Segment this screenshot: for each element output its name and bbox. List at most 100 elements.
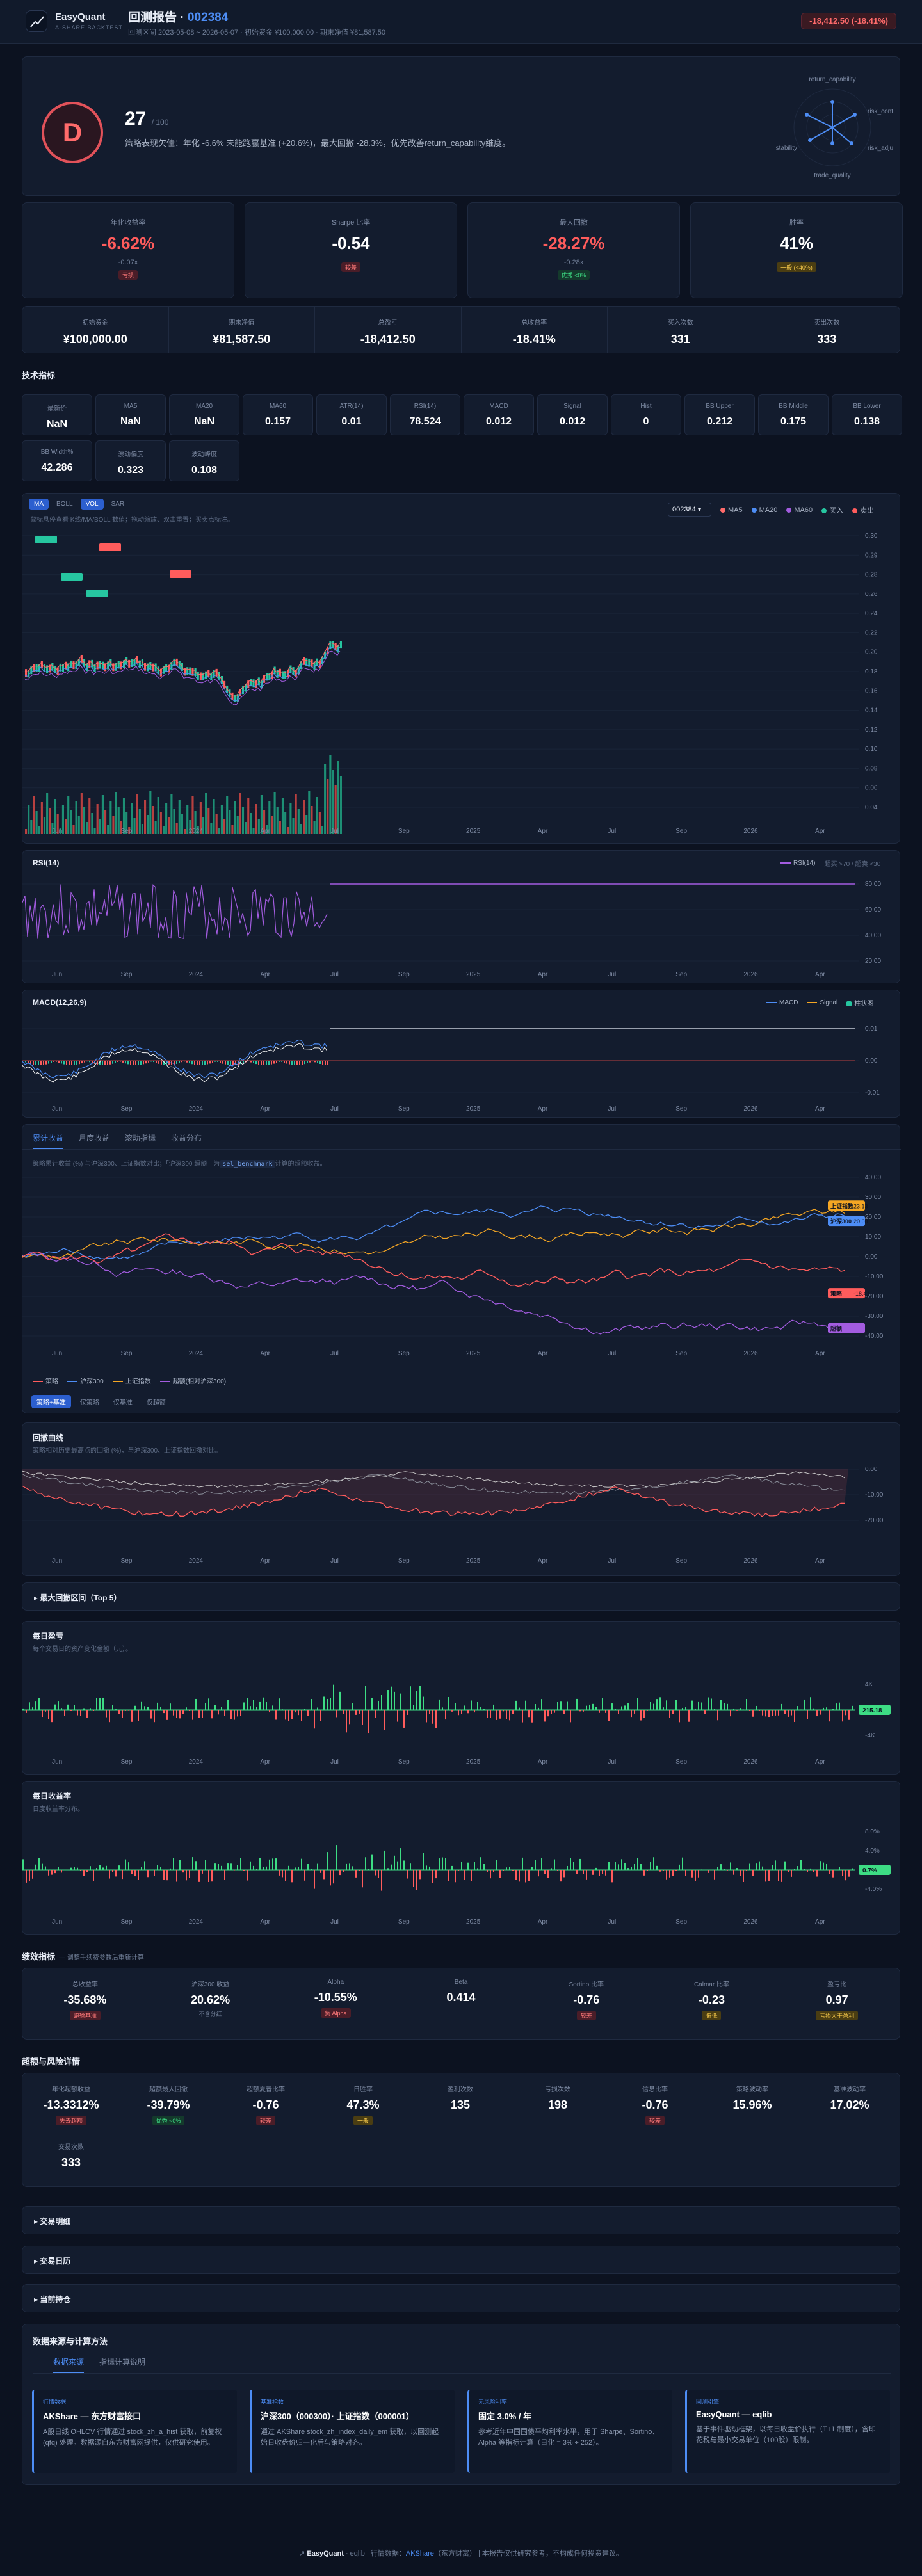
end-label-value: 23.13 xyxy=(853,1203,868,1209)
candle xyxy=(173,658,175,666)
daily-return-chart[interactable]: 8.0% 4.0% -4.0% 0.7% Jun Sep 2024 Apr Jul Sep 2025… xyxy=(22,1819,900,1934)
tab-rolling[interactable]: 滚动指标 xyxy=(125,1134,156,1143)
macd-hist-bar xyxy=(263,1061,264,1065)
symbol-select[interactable]: 002384 ▾ xyxy=(668,503,711,517)
tab-methods[interactable]: 指标计算说明 xyxy=(99,2358,146,2367)
tech-indicator: MA60 0.157 xyxy=(243,394,313,435)
volume-bar xyxy=(165,803,168,834)
legend-hist[interactable]: 柱状图 xyxy=(846,998,873,1008)
trades-toggle[interactable]: ▸ 交易明细 xyxy=(22,2206,900,2234)
risk-item: 年化超额收益 -13.3312% 失去超额 xyxy=(22,2073,120,2125)
candle xyxy=(67,663,70,672)
calendar-toggle[interactable]: ▸ 交易日历 xyxy=(22,2246,900,2274)
daily-bar xyxy=(182,1710,184,1714)
daily-bar xyxy=(407,1710,408,1715)
daily-bar xyxy=(794,1710,795,1723)
daily-bar xyxy=(74,1867,75,1870)
legend-buy[interactable]: 买入 xyxy=(821,505,843,515)
daily-bar xyxy=(487,1870,488,1872)
rsi-chart[interactable]: 80.00 60.00 40.00 20.00 Jun Sep 2024 Apr Jul Sep 2… xyxy=(22,874,900,981)
daily-bar xyxy=(64,1710,65,1716)
daily-bar xyxy=(285,1870,286,1881)
volume-bar xyxy=(80,793,83,834)
x-tick-label: Sep xyxy=(675,1759,687,1766)
daily-bar xyxy=(387,1690,389,1710)
legend-sell[interactable]: 卖出 xyxy=(852,505,874,515)
tab-monthly[interactable]: 月度收益 xyxy=(79,1134,110,1143)
daily-bar xyxy=(250,1861,251,1870)
filter-strategy[interactable]: 仅策略 xyxy=(79,1399,99,1406)
volume-bar xyxy=(318,812,321,834)
legend-strategy[interactable]: 策略 xyxy=(33,1376,58,1385)
kpi-value: -28.27% xyxy=(542,234,605,253)
macd-hist-bar xyxy=(289,1061,290,1065)
legend-rsi[interactable]: RSI(14) xyxy=(780,860,815,867)
volume-bar xyxy=(189,820,191,834)
brand[interactable]: EasyQuant A-SHARE BACKTEST xyxy=(26,10,123,32)
price-chart[interactable]: 0.30 0.29 0.28 0.26 0.24 0.22 0.20 0.18 0.16 0.14… xyxy=(22,526,900,839)
legend-macd[interactable]: MACD xyxy=(766,999,798,1006)
volume-bar xyxy=(25,829,28,834)
legend-ma60[interactable]: MA60 xyxy=(786,506,813,514)
x-tick-label: Jul xyxy=(330,828,339,835)
daily-bar xyxy=(784,1861,786,1870)
top-drawdown-toggle[interactable]: ▸ 最大回撤区间（Top 5） xyxy=(22,1582,900,1611)
legend-ma20[interactable]: MA20 xyxy=(751,506,777,514)
daily-bar xyxy=(323,1696,325,1710)
daily-bar xyxy=(96,1868,97,1870)
drawdown-chart[interactable]: 0.00 -10.00 -20.00 Jun Sep 2024 Apr Jul Sep 2025 A… xyxy=(22,1460,900,1575)
filter-benchmark[interactable]: 仅基准 xyxy=(113,1399,133,1406)
daily-bar xyxy=(61,1870,62,1873)
toggle-boll[interactable]: BOLL xyxy=(56,501,73,508)
daily-bar xyxy=(38,1698,40,1710)
daily-bar xyxy=(675,1700,677,1710)
daily-bar xyxy=(675,1870,677,1871)
toggle-sar[interactable]: SAR xyxy=(111,501,125,508)
legend-excess[interactable]: 超额(相对沪深300) xyxy=(159,1376,226,1385)
daily-bar xyxy=(618,1710,619,1714)
end-label-bg xyxy=(828,1200,865,1211)
risk-badge: 一般 xyxy=(353,2116,373,2125)
candle xyxy=(33,664,35,672)
volume-bar xyxy=(149,791,152,834)
daily-bar xyxy=(141,1701,142,1710)
daily-bar xyxy=(330,1698,331,1710)
candle xyxy=(316,658,318,666)
legend-signal[interactable]: Signal xyxy=(807,999,837,1006)
volume-bar xyxy=(292,818,295,834)
toggle-vol[interactable]: VOL xyxy=(80,499,104,510)
daily-bar xyxy=(282,1709,283,1710)
daily-bar xyxy=(781,1870,782,1882)
daily-bar xyxy=(813,1708,814,1710)
filter-all[interactable]: 策略+基准 xyxy=(31,1395,71,1408)
daily-pnl-chart[interactable]: 4K -4K 215.18 Jun Sep 2024 Apr Jul Sep 2025 Apr Jul… xyxy=(22,1659,900,1774)
x-tick-label: 2025 xyxy=(466,1106,481,1113)
legend-hs300[interactable]: 沪深300 xyxy=(67,1376,104,1385)
macd-chart[interactable]: 0.01 0.00 -0.01 Jun Sep 2024 Apr Jul Sep 2025 Apr J… xyxy=(22,1013,900,1116)
daily-bar xyxy=(307,1710,309,1716)
macd-hist-bar xyxy=(294,1061,295,1065)
y-tick-label: 0.14 xyxy=(865,707,878,714)
daily-bar xyxy=(208,1698,209,1710)
x-tick-label: Jun xyxy=(52,971,62,978)
daily-return-card: 每日收益率 日度收益率分布。 8.0% 4.0% -4.0% 0.7% Jun Sep 20… xyxy=(22,1781,900,1935)
positions-toggle[interactable]: ▸ 当前持仓 xyxy=(22,2284,900,2312)
filter-excess[interactable]: 仅超额 xyxy=(146,1399,166,1406)
volume-bar xyxy=(300,824,302,834)
daily-bar xyxy=(400,1693,401,1710)
candle xyxy=(263,675,266,683)
footer-source-link[interactable]: AKShare xyxy=(405,2550,434,2557)
daily-bar xyxy=(38,1858,40,1870)
tab-sources[interactable]: 数据来源 xyxy=(53,2356,85,2374)
daily-bar xyxy=(125,1859,126,1870)
tab-cumulative[interactable]: 累计收益 xyxy=(33,1132,64,1150)
candle xyxy=(99,661,101,669)
legend-ma5[interactable]: MA5 xyxy=(720,506,743,514)
daily-bar xyxy=(535,1860,536,1870)
legend-sh[interactable]: 上证指数 xyxy=(112,1376,151,1385)
volume-bar xyxy=(234,801,236,834)
returns-chart[interactable]: 40.00 30.00 20.00 10.00 0.00 -10.00 -20.00 -30.… xyxy=(22,1170,900,1362)
daily-bar xyxy=(567,1865,568,1870)
toggle-ma[interactable]: MA xyxy=(29,499,49,510)
tab-distribution[interactable]: 收益分布 xyxy=(171,1134,202,1143)
